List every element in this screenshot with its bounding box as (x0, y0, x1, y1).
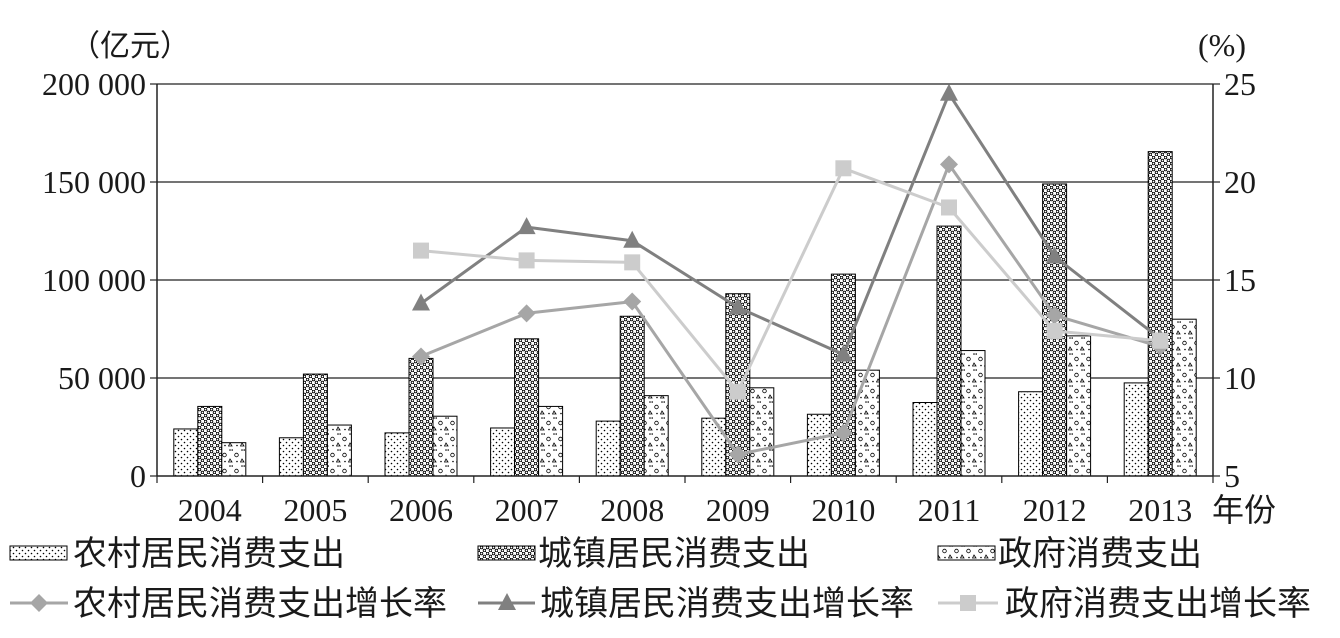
right-axis-tick-label: 10 (1224, 360, 1256, 396)
right-axis-unit: (%) (1198, 27, 1246, 63)
point-urban-growth-2006 (412, 293, 430, 311)
legend-swatch-government-spending (937, 545, 996, 561)
legend-label-government-growth: 政府消费支出增长率 (1005, 584, 1311, 624)
bar-rural-spending-2007 (490, 427, 516, 477)
point-rural-growth-2012 (1045, 306, 1064, 325)
legend-label-rural-spending: 农村居民消费支出 (73, 534, 345, 574)
left-axis-tick-label: 100 000 (42, 262, 146, 298)
bar-urban-spending-2011 (936, 225, 962, 477)
series-line-rural-growth (420, 162, 1161, 456)
bar-government-spending-2012 (1066, 335, 1092, 477)
point-urban-growth-2012 (1045, 246, 1064, 264)
series-line-urban-growth (420, 92, 1162, 356)
bar-urban-spending-2010 (830, 273, 856, 477)
point-rural-growth-2006 (412, 347, 430, 366)
point-government-growth-2009 (729, 383, 746, 400)
point-government-growth-2006 (413, 242, 429, 259)
point-government-growth-2011 (941, 199, 957, 216)
bar-rural-spending-2009 (701, 417, 727, 477)
left-axis-tick-label: 200 000 (42, 66, 146, 102)
point-rural-growth-2011 (940, 155, 958, 174)
bar-urban-spending-2005 (302, 373, 328, 477)
point-urban-growth-2009 (728, 297, 747, 315)
right-axis-tick-label: 20 (1224, 164, 1256, 200)
x-axis-label: 年份 (1212, 491, 1276, 529)
bar-rural-spending-2005 (278, 437, 304, 477)
axes (150, 83, 1220, 483)
legend-label-rural-growth: 农村居民消费支出增长率 (73, 584, 447, 624)
bar-government-spending-2011 (960, 350, 986, 477)
x-axis-tick-label: 2008 (600, 492, 664, 528)
right-axis-tick-label: 15 (1224, 262, 1256, 298)
left-axis-tick-label: 0 (130, 458, 146, 494)
bar-group (173, 151, 1197, 477)
bar-rural-spending-2006 (384, 432, 410, 477)
left-axis-tick-label: 150 000 (42, 164, 146, 200)
point-rural-growth-2009 (728, 445, 747, 464)
point-government-growth-2008 (624, 254, 641, 271)
legend-label-urban-spending: 城镇居民消费支出 (538, 534, 810, 574)
point-rural-growth-2010 (834, 423, 853, 442)
x-axis-tick-label: 2010 (811, 492, 875, 528)
tick-labels: 0 50 000 100 000 150 000 200 000 5 10 15 20 25 200… (42, 66, 1256, 528)
legend-swatch-urban-spending (477, 545, 536, 561)
legend-label-urban-growth: 城镇居民消费支出增长率 (540, 584, 914, 624)
bar-rural-spending-2004 (173, 428, 199, 477)
x-axis-tick-label: 2006 (389, 492, 453, 528)
point-rural-growth-2008 (623, 292, 642, 311)
bar-government-spending-2010 (854, 369, 880, 477)
bar-urban-spending-2007 (514, 338, 540, 477)
bar-government-spending-2007 (538, 405, 564, 477)
legend-swatch-rural-growth (10, 594, 68, 612)
legend-swatch-urban-growth (478, 593, 535, 610)
legend-swatch-rural-spending (9, 545, 68, 561)
bar-government-spending-2004 (221, 442, 247, 477)
point-urban-growth-2010 (834, 344, 853, 362)
legend: 农村居民消费支出 城镇居民消费支出 政府消费支出 农村居民消费支出增长率 城镇居… (9, 534, 1311, 624)
bar-rural-spending-2008 (595, 420, 621, 477)
right-axis-tick-label: 5 (1224, 458, 1240, 494)
legend-swatch-government-growth (938, 595, 998, 611)
bar-urban-spending-2008 (619, 315, 645, 477)
point-urban-growth-2011 (940, 83, 958, 101)
bar-rural-spending-2013 (1123, 382, 1149, 477)
right-axis-tick-label: 25 (1224, 66, 1256, 102)
x-axis-tick-label: 2013 (1128, 492, 1192, 528)
bar-urban-spending-2013 (1147, 151, 1173, 477)
bar-urban-spending-2006 (408, 357, 434, 477)
legend-label-government-spending: 政府消费支出 (998, 534, 1202, 574)
bar-rural-spending-2010 (806, 413, 832, 477)
x-axis-tick-label: 2005 (283, 492, 347, 528)
left-axis-tick-label: 50 000 (58, 360, 146, 396)
left-axis-unit: （亿元） (70, 29, 190, 64)
x-axis-tick-label: 2004 (178, 492, 242, 528)
x-axis-tick-label: 2012 (1023, 492, 1087, 528)
bar-government-spending-2006 (432, 415, 458, 477)
x-axis-tick-label: 2011 (918, 492, 981, 528)
point-rural-growth-2007 (517, 304, 536, 323)
bar-government-spending-2013 (1171, 318, 1197, 477)
point-urban-growth-2008 (623, 230, 642, 248)
series-line-government-growth (420, 166, 1161, 394)
bar-rural-spending-2011 (912, 402, 938, 477)
x-axis-tick-label: 2009 (706, 492, 770, 528)
point-government-growth-2012 (1046, 322, 1063, 339)
growth-lines (412, 83, 1170, 464)
bar-government-spending-2008 (643, 395, 669, 477)
point-urban-growth-2007 (517, 217, 536, 235)
bar-government-spending-2009 (749, 387, 775, 477)
x-axis-tick-label: 2007 (495, 492, 559, 528)
point-government-growth-2013 (1152, 332, 1169, 349)
bar-rural-spending-2012 (1018, 391, 1044, 477)
point-government-growth-2010 (835, 160, 852, 177)
bar-government-spending-2005 (326, 424, 352, 477)
bar-urban-spending-2004 (197, 405, 223, 477)
point-government-growth-2007 (518, 252, 535, 269)
